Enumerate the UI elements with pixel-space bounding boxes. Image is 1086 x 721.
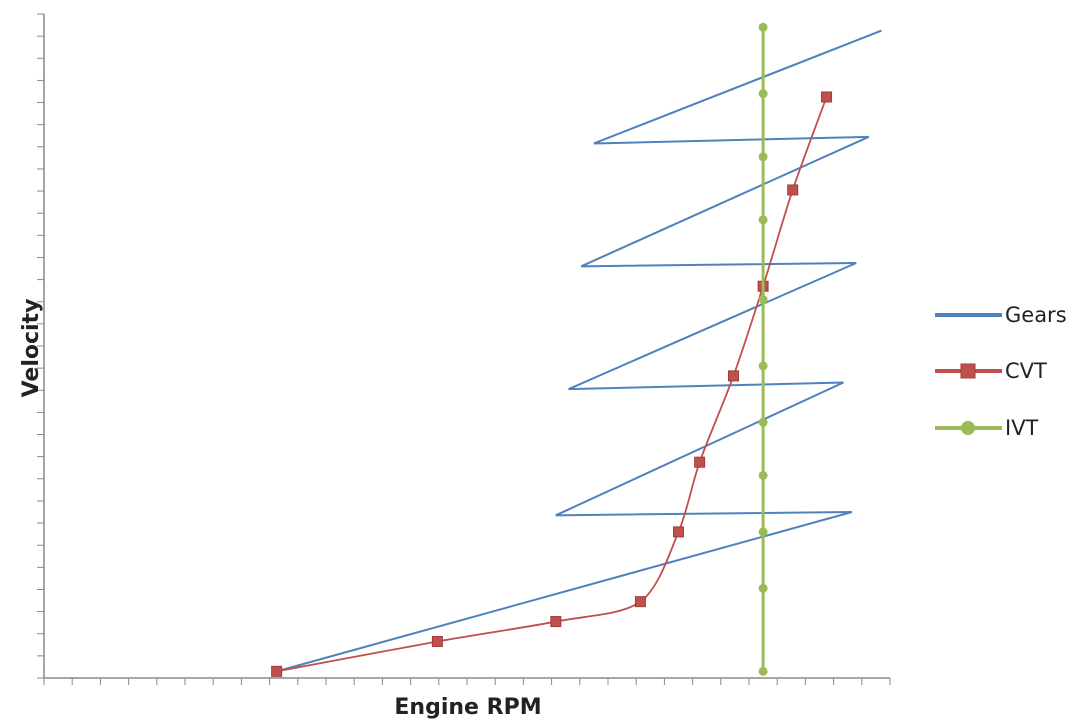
data-point-ivt [758, 666, 768, 676]
x-axis-title: Engine RPM [394, 695, 541, 720]
series-ivt [758, 22, 768, 676]
data-point-cvt [271, 665, 283, 677]
data-point-ivt [758, 417, 768, 427]
data-point-cvt [821, 91, 833, 103]
legend-marker-cvt [960, 363, 976, 379]
legend-label-gears: Gears [1005, 303, 1067, 327]
data-point-cvt [673, 526, 684, 538]
data-point-ivt [758, 152, 768, 162]
data-point-cvt [634, 596, 646, 608]
data-point-ivt [758, 527, 768, 537]
legend-label-ivt: IVT [1005, 416, 1039, 440]
data-point-ivt [758, 361, 768, 371]
data-point-ivt [758, 22, 768, 32]
y-axis-title: Velocity [19, 299, 44, 398]
data-point-ivt [758, 295, 768, 305]
series-line-gears [276, 29, 882, 673]
legend-marker-ivt [961, 421, 975, 435]
data-point-ivt [758, 583, 768, 593]
legend-label-cvt: CVT [1005, 359, 1047, 383]
series-line-cvt [276, 96, 828, 673]
data-point-cvt [550, 616, 562, 628]
data-point-ivt [758, 89, 768, 99]
data-point-cvt [727, 370, 739, 382]
legend: Gears CVT IVT [935, 303, 1067, 440]
axes [37, 13, 891, 685]
data-point-cvt [787, 184, 799, 196]
data-point-cvt [694, 456, 706, 468]
data-point-ivt [758, 215, 768, 225]
series-gears [276, 29, 882, 673]
data-point-ivt [758, 470, 768, 480]
plot-area [271, 22, 882, 677]
data-point-cvt [431, 635, 443, 647]
